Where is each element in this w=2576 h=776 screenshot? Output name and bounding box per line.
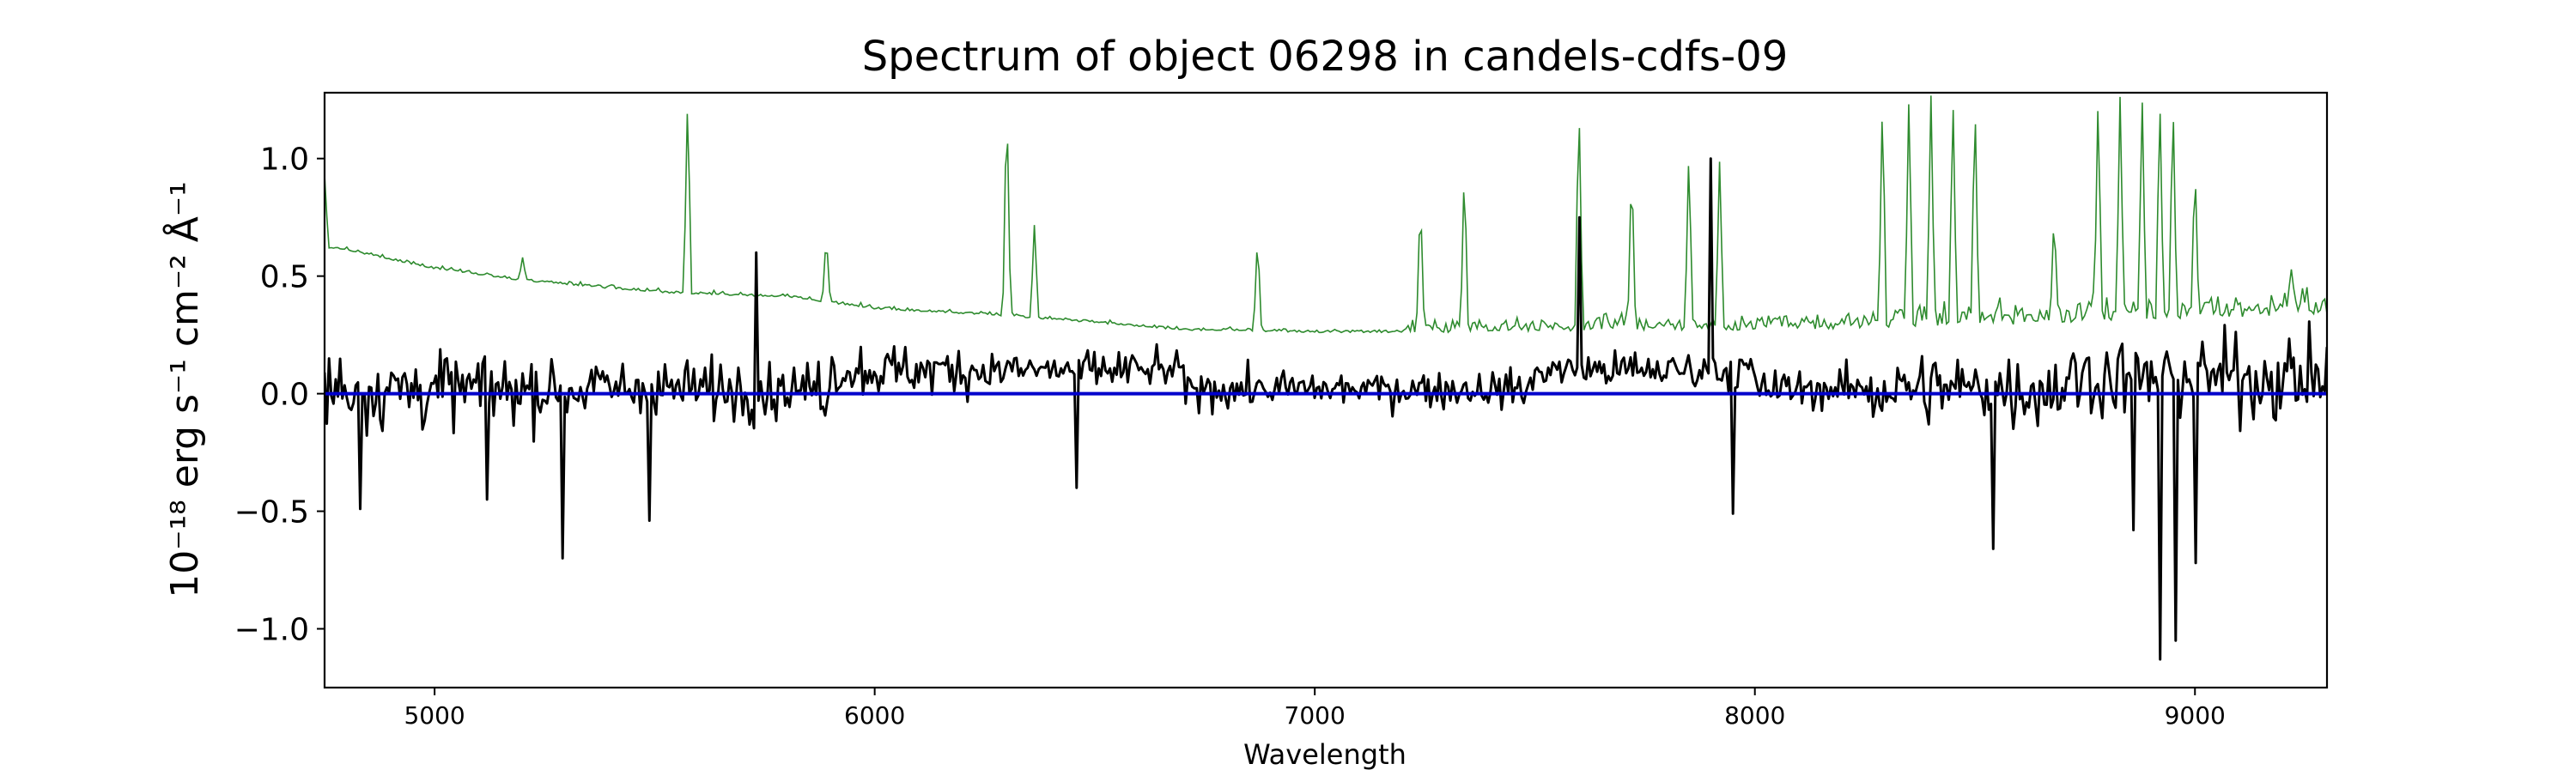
x-tick-label: 6000 bbox=[844, 701, 905, 730]
x-axis-label: Wavelength bbox=[1243, 738, 1406, 771]
y-tick-label: 1.0 bbox=[260, 142, 309, 178]
axes-frame bbox=[323, 91, 2329, 689]
y-tick-label: −0.5 bbox=[234, 495, 309, 530]
chart-title: Spectrum of object 06298 in candels-cdfs… bbox=[862, 33, 1789, 81]
y-tick-label: −1.0 bbox=[234, 613, 309, 648]
y-tick-label: 0.5 bbox=[260, 260, 309, 295]
y-ticks: −1.0 −0.5 0.0 0.5 1.0 bbox=[234, 142, 325, 648]
y-tick-label: 0.0 bbox=[260, 378, 309, 413]
flux-spectrum-line bbox=[325, 157, 2327, 661]
x-tick-label: 9000 bbox=[2165, 701, 2226, 730]
x-ticks: 5000 6000 7000 8000 9000 bbox=[404, 688, 2226, 730]
x-tick-label: 8000 bbox=[1724, 701, 1785, 730]
x-tick-label: 5000 bbox=[404, 701, 465, 730]
x-tick-label: 7000 bbox=[1285, 701, 1346, 730]
noise-spectrum-line bbox=[325, 95, 2327, 334]
y-axis-label: 10⁻¹⁸ erg s⁻¹ cm⁻² Å⁻¹ bbox=[161, 181, 207, 597]
plot-content bbox=[325, 95, 2327, 661]
